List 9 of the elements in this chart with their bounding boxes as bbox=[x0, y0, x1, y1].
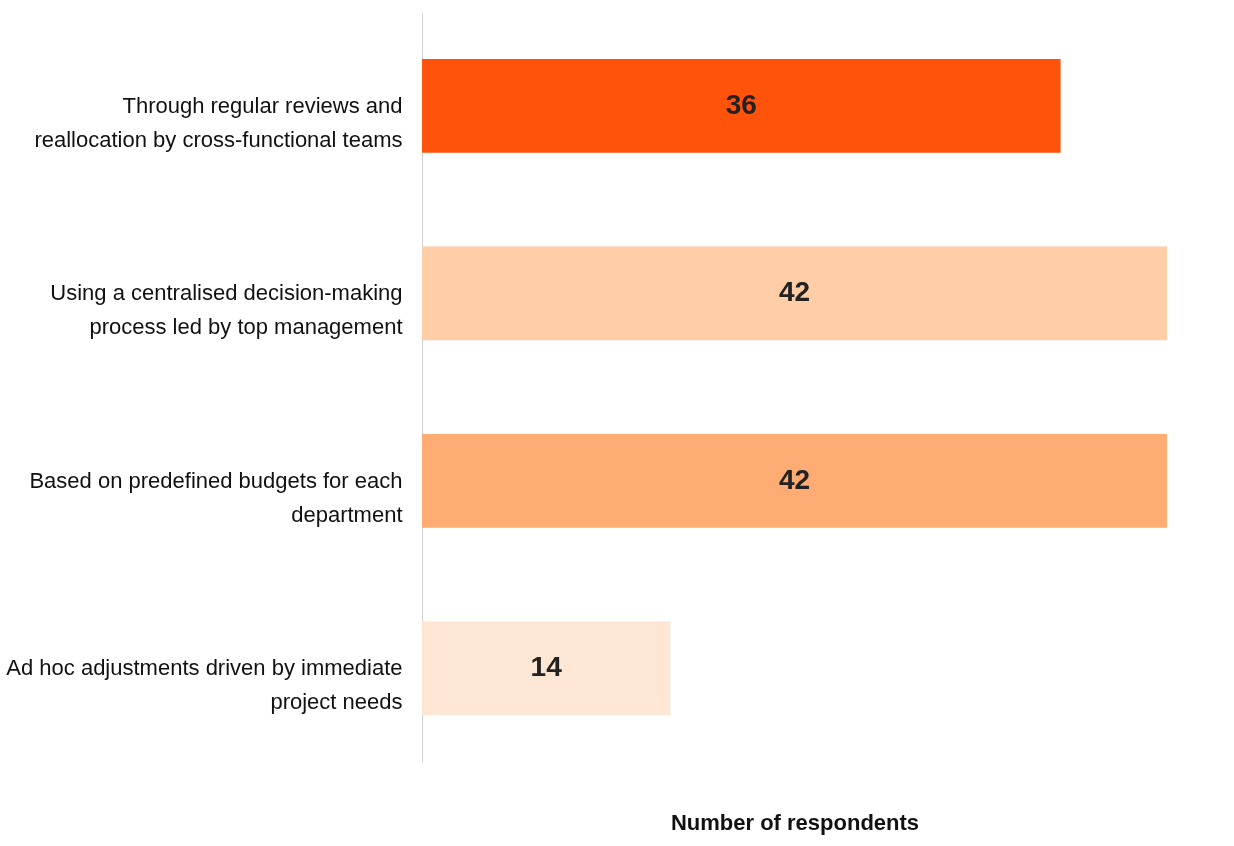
data-label: 42 bbox=[778, 276, 811, 308]
y-tick-label: Based on predefined budgets for each department bbox=[29, 467, 403, 527]
data-label: 36 bbox=[725, 88, 757, 120]
y-tick-label: Through regular reviews and reallocation by cross-functional teams bbox=[34, 92, 403, 152]
data-label: 14 bbox=[530, 651, 563, 683]
data-label: 42 bbox=[778, 463, 811, 495]
y-tick-label: Using a centralised decision-making process led by top management bbox=[50, 280, 403, 340]
y-tick-label: Ad hoc adjustments driven by immediate project needs bbox=[6, 655, 403, 715]
x-axis-title: Number of respondents bbox=[670, 809, 920, 835]
